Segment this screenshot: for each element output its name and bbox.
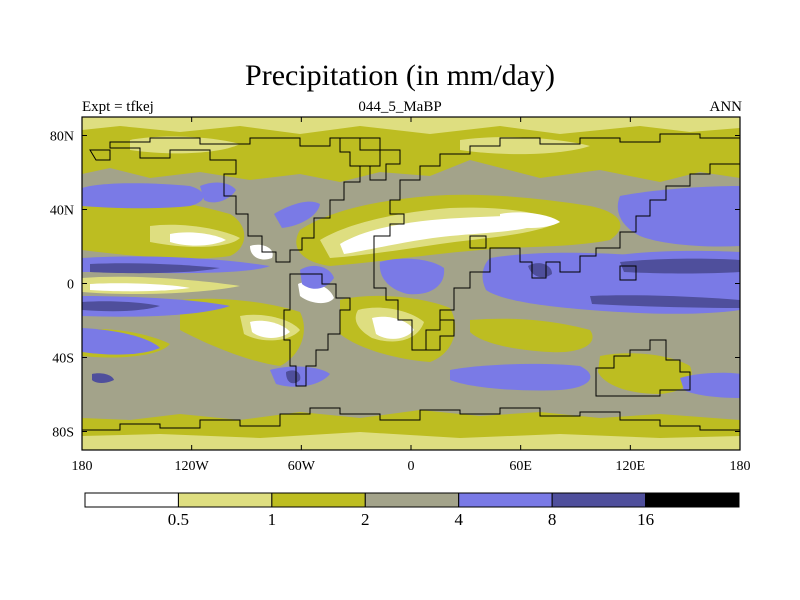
lat-tick-label: 40N: [50, 204, 74, 219]
field-arabia-dry: [500, 212, 560, 228]
colorbar-swatch: [271, 492, 366, 508]
lon-tick-label: 180: [730, 459, 751, 474]
colorbar-label: 1: [268, 510, 277, 529]
plot-title: Precipitation (in mm/day): [245, 59, 555, 92]
experiment-label: Expt = tfkej: [82, 99, 154, 115]
field-arctic-pale-1: [82, 117, 740, 134]
field-arctic-wet: [200, 182, 236, 203]
lon-tick-label: 60E: [509, 459, 532, 474]
coastlines: [82, 133, 740, 431]
field-ne-pacific-dry: [170, 232, 226, 246]
field-w-pacific-core-2: [590, 295, 740, 308]
field-n-atlantic-storm-track: [274, 201, 320, 228]
longitude-axis: 180 120W 60W 0 60E 120E 180: [72, 117, 751, 474]
lon-tick-label: 120W: [175, 459, 210, 474]
field-africa-wet: [379, 258, 445, 295]
coastline-greenland: [339, 137, 401, 181]
field-arctic-olive: [82, 117, 740, 182]
field-arctic-pale-2: [130, 136, 240, 154]
coastline-arabia: [469, 235, 487, 249]
lat-tick-label: 0: [67, 278, 74, 293]
lat-tick-label: 80N: [50, 130, 74, 145]
colorbar-swatch: [364, 492, 460, 508]
coastline-maritime-continent: [619, 265, 637, 281]
colorbar-swatch: [551, 492, 647, 508]
precipitation-field: [82, 117, 740, 450]
field-arctic-pale-3: [460, 137, 590, 155]
season-label: ANN: [709, 99, 743, 115]
period-label: 044_5_MaBP: [358, 99, 442, 115]
field-s-atlantic-core: [286, 370, 301, 384]
field-se-pacific-olive: [180, 298, 304, 366]
coastline-antarctica: [82, 407, 740, 431]
colorbar-swatch: [458, 492, 553, 508]
colorbar-swatch: [84, 492, 179, 508]
field-s-indian-olive: [470, 318, 593, 353]
field-s-indian-storm-track: [450, 363, 591, 391]
colorbar: 0.5 1 2 4 8 16: [84, 492, 740, 529]
colorbar-swatch: [645, 492, 740, 508]
colorbar-label: 2: [361, 510, 370, 529]
latitude-axis: 80N 40N 0 40S 80S: [50, 130, 740, 441]
field-n-pacific-storm-track: [82, 183, 204, 209]
colorbar-label: 8: [548, 510, 557, 529]
field-mexico-dry: [250, 244, 273, 260]
field-pacific-small-core: [92, 373, 114, 383]
coastline-south-america: [283, 273, 351, 387]
lat-tick-label: 40S: [52, 352, 74, 367]
field-s-america-wet: [300, 265, 334, 289]
field-w-pacific-core-1: [620, 258, 740, 274]
lon-tick-label: 180: [72, 459, 93, 474]
field-sahara-dry: [340, 216, 550, 254]
colorbar-swatch: [177, 492, 273, 508]
coastline-africa-south: [412, 319, 455, 351]
lon-tick-label: 60W: [288, 459, 316, 474]
coastline-australia: [595, 339, 691, 397]
field-itcz-core: [90, 263, 220, 274]
field-spcz-core: [82, 301, 160, 312]
field-peru-dry: [298, 281, 334, 304]
lon-tick-label: 120E: [616, 459, 646, 474]
field-s-africa-dry: [372, 316, 414, 339]
field-s-pacific-wet: [82, 328, 160, 355]
field-nw-pacific-storm-track: [617, 186, 740, 247]
field-s-pacific-dry: [250, 320, 290, 338]
field-s-pacific-storm-track: [680, 372, 740, 398]
colorbar-label: 16: [637, 510, 654, 529]
coastline-eurasia: [373, 133, 740, 351]
field-australia-olive: [598, 353, 692, 394]
field-pacific-eq-dry: [90, 283, 190, 292]
lat-tick-label: 80S: [52, 426, 74, 441]
field-antarctic-pale: [82, 432, 740, 450]
colorbar-label: 4: [454, 510, 463, 529]
coastline-alaska: [89, 149, 111, 161]
coastline-north-america: [109, 137, 381, 263]
lon-tick-label: 0: [408, 459, 415, 474]
colorbar-label: 0.5: [168, 510, 189, 529]
